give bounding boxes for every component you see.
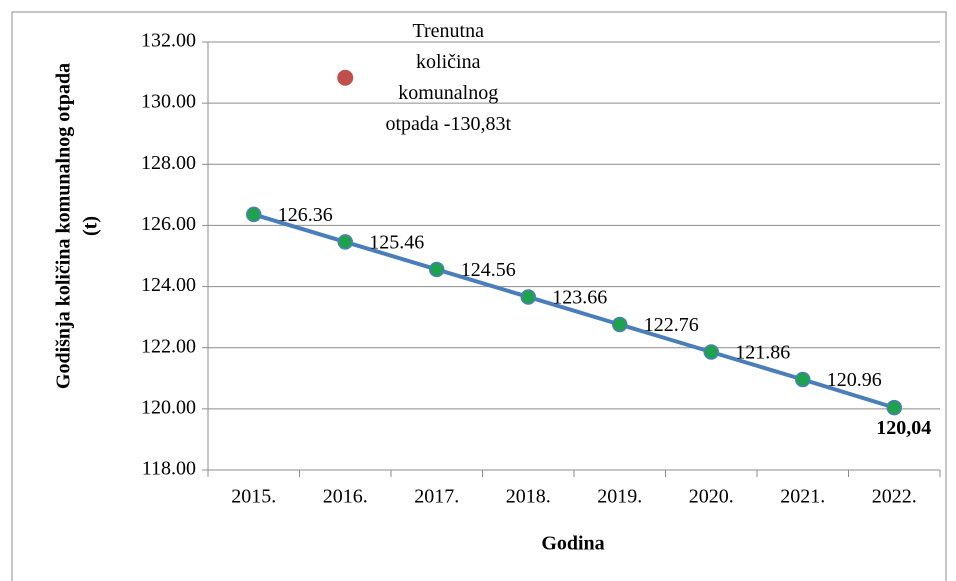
chart-frame	[11, 11, 947, 581]
marker	[886, 399, 902, 416]
y-tick-label: 122.00	[141, 335, 196, 357]
y-tick-label: 130.00	[141, 91, 196, 113]
data-label: 120.96	[827, 369, 882, 391]
x-tick-label: 2018.	[506, 486, 551, 508]
plot: Godišnja količina komunalnog otpada (t) 11…	[53, 20, 941, 508]
x-tick-label: 2019.	[597, 486, 642, 508]
marker	[795, 371, 811, 388]
y-axis-label: (t)	[80, 216, 102, 236]
x-tick-label: 2022.	[872, 486, 917, 508]
marker	[520, 289, 536, 305]
y-tick-label: 124.00	[141, 274, 196, 296]
x-tick-label: 2017.	[414, 486, 459, 508]
marker	[703, 344, 719, 360]
y-tick-label: 128.00	[141, 152, 196, 174]
data-label: 126.36	[278, 204, 333, 226]
x-axis-label: Godina	[541, 533, 604, 555]
marker	[246, 206, 262, 223]
data-label: 124.56	[461, 259, 516, 281]
y-axis-label: Godišnja količina komunalnog otpada	[53, 63, 75, 389]
x-tick-label: 2015.	[231, 486, 276, 508]
data-label: 120,04	[876, 417, 931, 439]
data-label: Trenutna količina komunalnog otpada -130,83…	[385, 20, 511, 135]
marker	[337, 69, 354, 86]
marker	[429, 261, 445, 278]
data-label: 122.76	[644, 314, 699, 336]
y-tick-label: 118.00	[142, 458, 196, 480]
y-tick-label: 120.00	[141, 396, 196, 418]
marker	[337, 234, 353, 250]
data-label: 125.46	[369, 232, 424, 254]
marker	[612, 316, 628, 333]
x-tick-label: 2020.	[689, 486, 734, 508]
line	[253, 212, 895, 410]
x-tick-label: 2021.	[780, 486, 825, 508]
data-label: 121.86	[735, 342, 790, 364]
x-tick-label: 2016.	[323, 486, 368, 508]
y-tick-label: 132.00	[141, 30, 196, 52]
data-label: 123.66	[552, 287, 607, 309]
y-tick-label: 126.00	[141, 213, 196, 235]
